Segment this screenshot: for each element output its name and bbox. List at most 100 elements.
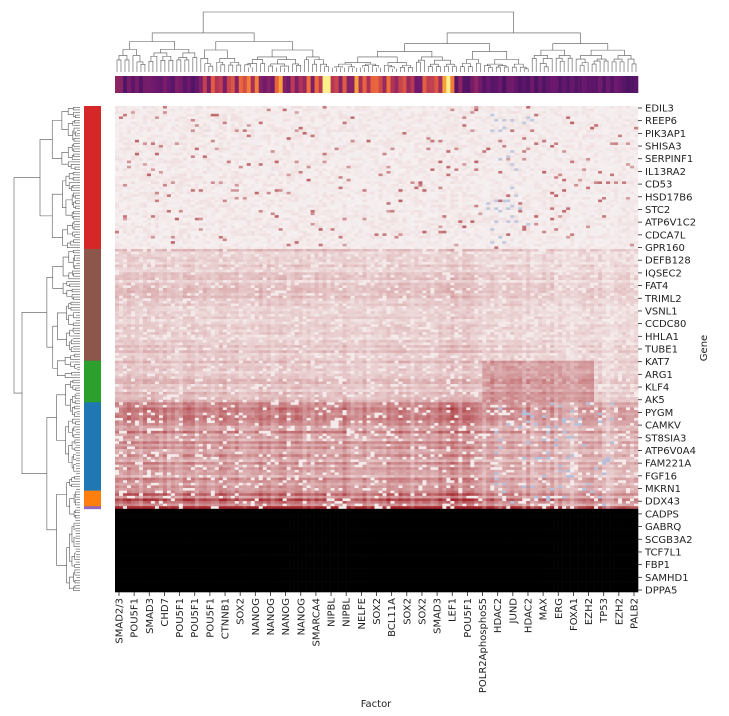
- heatmap-cell: [234, 165, 240, 169]
- heatmap-cell: [278, 116, 283, 120]
- heatmap-cell: [450, 186, 455, 190]
- heatmap-cell: [426, 173, 431, 177]
- heatmap-cell: [622, 181, 627, 185]
- column-annotation-cell: [366, 76, 371, 93]
- heatmap-cell: [422, 118, 427, 122]
- heatmap-cell: [162, 189, 168, 193]
- heatmap-cell: [406, 106, 411, 109]
- heatmap-cell: [298, 147, 303, 151]
- heatmap-cell: [422, 116, 427, 120]
- heatmap-cell: [606, 157, 611, 161]
- heatmap-cell: [386, 113, 391, 117]
- heatmap-cell: [314, 106, 319, 109]
- dendrogram-branch: [603, 60, 609, 63]
- heatmap-cell: [210, 160, 216, 164]
- heatmap-cell: [530, 157, 535, 161]
- heatmap-cell: [466, 142, 471, 146]
- heatmap-cell: [574, 165, 579, 169]
- heatmap-cell: [358, 108, 363, 112]
- heatmap-cell: [382, 186, 387, 190]
- heatmap-cell: [334, 189, 339, 193]
- heatmap-cell: [458, 118, 463, 122]
- heatmap-cell: [394, 181, 399, 185]
- column-annotation-cell: [570, 76, 575, 93]
- heatmap-cell: [338, 142, 343, 146]
- heatmap-cell: [182, 155, 188, 159]
- heatmap-cell: [290, 147, 295, 151]
- dendrogram-branch: [13, 177, 40, 394]
- heatmap-cell: [594, 160, 599, 164]
- heatmap-cell: [534, 137, 539, 141]
- heatmap-cell: [458, 147, 463, 151]
- heatmap-cell: [246, 113, 252, 117]
- dendrogram-branch: [72, 418, 76, 424]
- heatmap-cell: [466, 106, 471, 109]
- heatmap-cell: [526, 176, 531, 180]
- heatmap-cell: [434, 165, 439, 169]
- column-annotation-cell: [562, 76, 567, 93]
- heatmap-cell: [602, 178, 607, 182]
- heatmap-cell: [498, 116, 503, 120]
- heatmap-cell: [382, 147, 387, 151]
- heatmap-cell: [494, 118, 499, 122]
- heatmap-cell: [578, 134, 583, 138]
- heatmap-cell: [294, 163, 299, 167]
- heatmap-cell: [290, 165, 295, 169]
- heatmap-cell: [582, 106, 587, 109]
- heatmap-cell: [306, 113, 311, 117]
- heatmap-cell: [618, 170, 623, 174]
- dendrogram-branch: [204, 63, 212, 67]
- heatmap-cell: [178, 152, 184, 156]
- heatmap-cell: [346, 157, 351, 161]
- heatmap-cell: [410, 173, 415, 177]
- heatmap-cell: [254, 157, 260, 161]
- column-annotation-cell: [590, 76, 595, 93]
- heatmap-cell: [582, 129, 587, 133]
- heatmap-cell: [298, 189, 303, 193]
- heatmap-cell: [454, 126, 459, 130]
- heatmap-cell: [234, 113, 240, 117]
- heatmap-cell: [230, 124, 236, 128]
- heatmap-cell: [402, 160, 407, 164]
- heatmap-cell: [394, 144, 399, 148]
- heatmap-cell: [318, 144, 323, 148]
- heatmap-cell: [482, 144, 487, 148]
- heatmap-cell: [238, 144, 244, 148]
- heatmap-cell: [370, 118, 375, 122]
- heatmap-cell: [126, 144, 132, 148]
- heatmap-cell: [610, 157, 615, 161]
- heatmap-cell: [570, 186, 575, 190]
- heatmap-cell: [522, 178, 527, 182]
- heatmap-cell: [570, 183, 575, 187]
- heatmap-cell: [318, 121, 323, 125]
- heatmap-cell: [538, 137, 543, 141]
- heatmap-cell: [438, 139, 443, 143]
- heatmap-cell: [574, 106, 579, 109]
- heatmap-cell: [194, 160, 200, 164]
- heatmap-cell: [182, 150, 188, 154]
- heatmap-cell: [490, 113, 495, 117]
- heatmap-cell: [150, 186, 156, 190]
- heatmap-cell: [558, 147, 563, 151]
- heatmap-cell: [462, 183, 467, 187]
- heatmap-cell: [462, 139, 467, 143]
- heatmap-cell: [490, 121, 495, 125]
- heatmap-cell: [142, 147, 148, 151]
- heatmap-cell: [270, 181, 275, 185]
- heatmap-cell: [270, 116, 275, 120]
- heatmap-cell: [126, 170, 132, 174]
- heatmap-cell: [470, 160, 475, 164]
- heatmap-cell: [498, 168, 503, 172]
- heatmap-cell: [278, 165, 283, 169]
- heatmap-cell: [194, 139, 200, 143]
- heatmap-cell: [182, 134, 188, 138]
- heatmap-cell: [238, 134, 244, 138]
- heatmap-cell: [390, 173, 395, 177]
- heatmap-cell: [350, 152, 355, 156]
- heatmap-cell: [338, 178, 343, 182]
- heatmap-cell: [558, 106, 563, 109]
- heatmap-cell: [314, 163, 319, 167]
- heatmap-cell: [206, 186, 212, 190]
- heatmap-cell: [115, 137, 120, 141]
- heatmap-cell: [310, 118, 315, 122]
